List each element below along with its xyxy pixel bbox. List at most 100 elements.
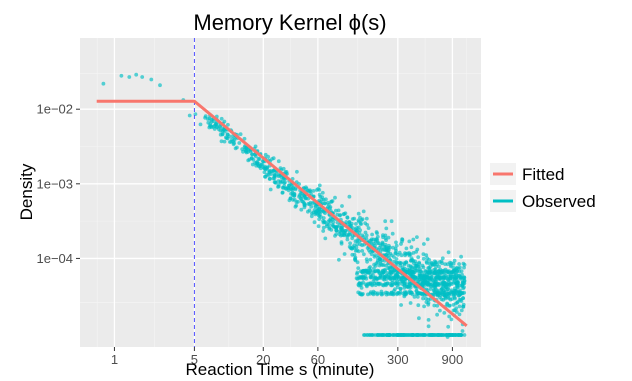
observed-point [440, 292, 445, 297]
observed-point [458, 292, 462, 297]
observed-point [281, 185, 286, 190]
observed-point [313, 212, 318, 217]
observed-point [149, 77, 154, 82]
observed-point [421, 282, 425, 287]
observed-point [268, 187, 273, 192]
observed-point [428, 287, 433, 291]
observed-point [356, 266, 361, 270]
observed-point [404, 260, 408, 264]
observed-point [198, 122, 203, 127]
observed-point [337, 229, 342, 234]
observed-point [369, 252, 374, 257]
observed-point [365, 259, 369, 264]
observed-point [235, 145, 239, 150]
observed-point [321, 197, 326, 202]
observed-point [390, 283, 394, 288]
observed-point [462, 275, 467, 280]
observed-point [375, 231, 379, 236]
observed-point [400, 333, 405, 337]
observed-point [384, 238, 388, 243]
observed-point [404, 246, 409, 251]
observed-point [347, 194, 352, 199]
observed-point [372, 255, 377, 259]
observed-point [348, 241, 352, 246]
observed-point [379, 292, 384, 297]
observed-point [358, 283, 363, 288]
observed-point [316, 224, 321, 229]
observed-point [386, 292, 391, 296]
observed-point [434, 260, 438, 264]
observed-point [409, 245, 414, 250]
observed-point [368, 265, 372, 269]
observed-point [368, 272, 373, 277]
observed-point [419, 269, 423, 274]
observed-point [426, 318, 431, 322]
observed-point [353, 239, 358, 244]
observed-point [339, 233, 343, 238]
observed-point [426, 300, 431, 305]
observed-point [297, 193, 302, 198]
observed-point [222, 139, 227, 144]
observed-point [302, 205, 307, 210]
observed-point [440, 256, 445, 261]
observed-point [372, 262, 376, 267]
observed-point [383, 242, 388, 247]
observed-point [240, 147, 245, 152]
observed-point [345, 215, 350, 220]
observed-point [358, 228, 362, 233]
observed-point [408, 301, 413, 305]
observed-point [387, 333, 392, 337]
observed-point [428, 269, 433, 274]
observed-point [218, 132, 223, 137]
observed-point [461, 286, 465, 291]
observed-point [389, 219, 394, 224]
y-tick-label: 1e−03 [36, 176, 73, 191]
observed-point [384, 226, 389, 231]
observed-point [422, 242, 426, 246]
observed-point [376, 333, 381, 337]
observed-point [276, 185, 280, 189]
observed-point [432, 290, 437, 295]
observed-point [447, 314, 452, 319]
observed-point [282, 181, 287, 186]
observed-point [372, 266, 376, 271]
observed-point [407, 270, 411, 275]
observed-point [280, 190, 285, 195]
observed-point [321, 229, 326, 233]
observed-point [352, 243, 357, 248]
observed-point [267, 170, 271, 174]
observed-point [329, 228, 334, 232]
observed-point [397, 282, 401, 286]
observed-point [390, 231, 395, 236]
observed-point [394, 248, 398, 253]
observed-point [242, 136, 247, 141]
observed-point [400, 282, 405, 287]
observed-point [415, 235, 419, 240]
chart-title: Memory Kernel ϕ(s) [193, 10, 386, 35]
observed-point [214, 121, 219, 126]
observed-point [340, 204, 344, 208]
observed-point [326, 200, 330, 205]
observed-point [317, 188, 322, 192]
observed-point [306, 209, 310, 214]
observed-point [355, 242, 360, 247]
observed-point [377, 263, 382, 268]
observed-point [289, 191, 293, 196]
observed-point [424, 253, 429, 258]
observed-point [457, 312, 462, 317]
observed-point [462, 333, 467, 337]
legend: Fitted Observed [490, 163, 596, 212]
observed-point [340, 225, 345, 230]
observed-point [424, 296, 428, 301]
observed-point [460, 329, 465, 333]
observed-point [350, 217, 355, 221]
observed-point [247, 157, 252, 162]
observed-point [439, 259, 444, 264]
observed-point [440, 282, 445, 287]
observed-point [206, 120, 211, 125]
observed-point [435, 303, 440, 308]
observed-point [360, 270, 365, 275]
observed-point [398, 261, 403, 266]
observed-point [325, 222, 329, 227]
observed-point [425, 237, 430, 242]
